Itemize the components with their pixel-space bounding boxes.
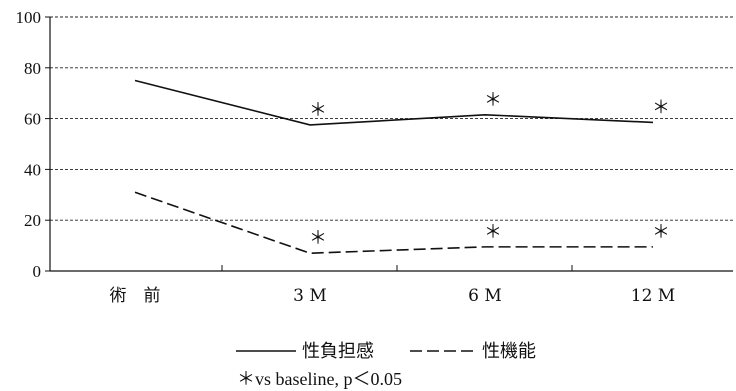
significance-star-0-3: ＊ (652, 97, 670, 118)
y-tick-label-0: 0 (33, 262, 42, 281)
y-tick-label-40: 40 (24, 160, 41, 179)
y-tick-labels: 0 20 40 60 80 100 (16, 8, 42, 281)
x-tick-label-0: 術 前 (110, 286, 161, 306)
legend-label-sexual-burden: 性負担感 (302, 341, 374, 362)
x-tick-labels: 術 前 3 M 6 M 12 M (110, 286, 676, 306)
series-line-0 (134, 79, 654, 126)
axes (45, 16, 733, 272)
x-tick-label-1: 3 M (293, 286, 327, 306)
significance-markers: ＊ ＊ ＊ ＊ ＊ ＊ (309, 90, 670, 249)
footnote: ＊vs baseline, p＜0.05 (237, 369, 402, 389)
significance-star-1-2: ＊ (484, 222, 502, 243)
x-tick-label-3: 12 M (631, 286, 675, 306)
significance-star-1-1: ＊ (309, 228, 327, 249)
y-tick-label-20: 20 (24, 211, 41, 230)
x-tick-label-2: 6 M (468, 286, 502, 306)
legend-label-sexual-function: 性機能 (482, 341, 536, 362)
y-tick-label-80: 80 (24, 59, 41, 78)
grid-lines (50, 16, 733, 221)
significance-star-0-1: ＊ (309, 100, 327, 121)
significance-star-1-3: ＊ (652, 222, 670, 243)
y-tick-label-60: 60 (24, 110, 41, 129)
series-lines (134, 79, 654, 255)
legend: 性負担感 性機能 (236, 341, 536, 362)
series-line-1 (134, 191, 653, 255)
significance-star-0-2: ＊ (484, 90, 502, 111)
y-tick-label-100: 100 (16, 8, 42, 27)
